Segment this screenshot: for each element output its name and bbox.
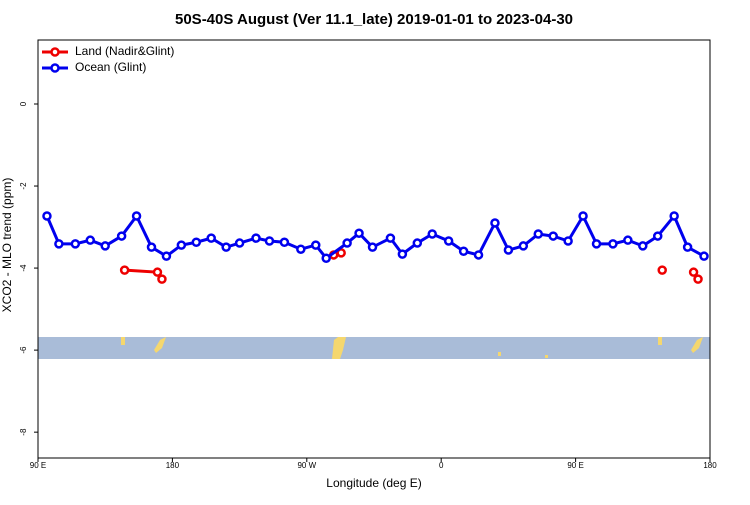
point — [336, 248, 346, 258]
point — [693, 274, 703, 284]
y-tick-label: -2 — [19, 182, 28, 190]
series-line — [45, 212, 705, 261]
point — [699, 251, 709, 261]
chart-title: 50S-40S August (Ver 11.1_late) 2019-01-0… — [175, 11, 573, 28]
point — [296, 244, 306, 254]
point — [85, 235, 96, 245]
point — [563, 236, 573, 246]
y-tick-label: -8 — [19, 428, 28, 436]
x-tick-label: 180 — [166, 461, 180, 470]
x-axis-label: Longitude (deg E) — [326, 476, 421, 490]
point — [119, 265, 130, 275]
x-tick-label: 90 E — [567, 461, 583, 470]
point — [412, 238, 423, 248]
point — [161, 251, 172, 261]
point — [131, 211, 142, 221]
point — [206, 233, 216, 243]
point — [157, 274, 167, 284]
point — [367, 242, 378, 252]
y-tick-label: -4 — [19, 264, 28, 272]
point — [116, 231, 127, 241]
point — [669, 211, 679, 221]
point — [146, 242, 157, 252]
point — [191, 237, 202, 247]
point — [321, 253, 331, 263]
point — [42, 211, 52, 221]
x-tick-label: 90 E — [30, 461, 46, 470]
legend-label: Ocean (Glint) — [75, 60, 146, 74]
point — [657, 265, 667, 275]
point — [70, 239, 81, 249]
point — [578, 211, 588, 221]
point — [608, 239, 618, 249]
x-tick-label: 90 W — [297, 461, 316, 470]
y-axis-label: XCO2 - MLO trend (ppm) — [0, 178, 14, 313]
map-strip — [38, 337, 710, 359]
point — [221, 242, 231, 252]
point — [443, 236, 454, 246]
point — [623, 235, 633, 245]
x-tick-label: 180 — [703, 461, 717, 470]
point — [518, 241, 529, 251]
point — [100, 241, 110, 251]
point — [234, 238, 245, 248]
legend-label: Land (Nadir&Glint) — [75, 44, 174, 58]
point — [473, 250, 484, 260]
point — [251, 233, 261, 243]
series-line — [124, 251, 700, 280]
point — [688, 267, 699, 277]
point — [311, 240, 321, 250]
legend-marker — [50, 47, 60, 57]
point — [264, 236, 275, 246]
legend-marker — [50, 63, 60, 73]
point — [354, 228, 364, 238]
plot-frame — [37, 39, 711, 459]
point — [54, 239, 64, 249]
point — [490, 218, 500, 228]
point — [176, 240, 187, 250]
point — [397, 249, 408, 259]
point — [548, 231, 558, 241]
point — [652, 231, 663, 241]
point — [591, 239, 602, 249]
point — [533, 229, 544, 239]
point — [427, 229, 437, 239]
y-tick-label: -6 — [19, 346, 28, 354]
point — [458, 246, 469, 257]
point — [385, 233, 396, 243]
point — [279, 237, 290, 247]
point — [342, 238, 352, 248]
x-tick-label: 0 — [439, 461, 444, 470]
point — [503, 245, 514, 255]
point — [638, 241, 648, 251]
point — [152, 267, 163, 277]
point — [682, 242, 693, 252]
y-tick-label: 0 — [19, 101, 28, 106]
